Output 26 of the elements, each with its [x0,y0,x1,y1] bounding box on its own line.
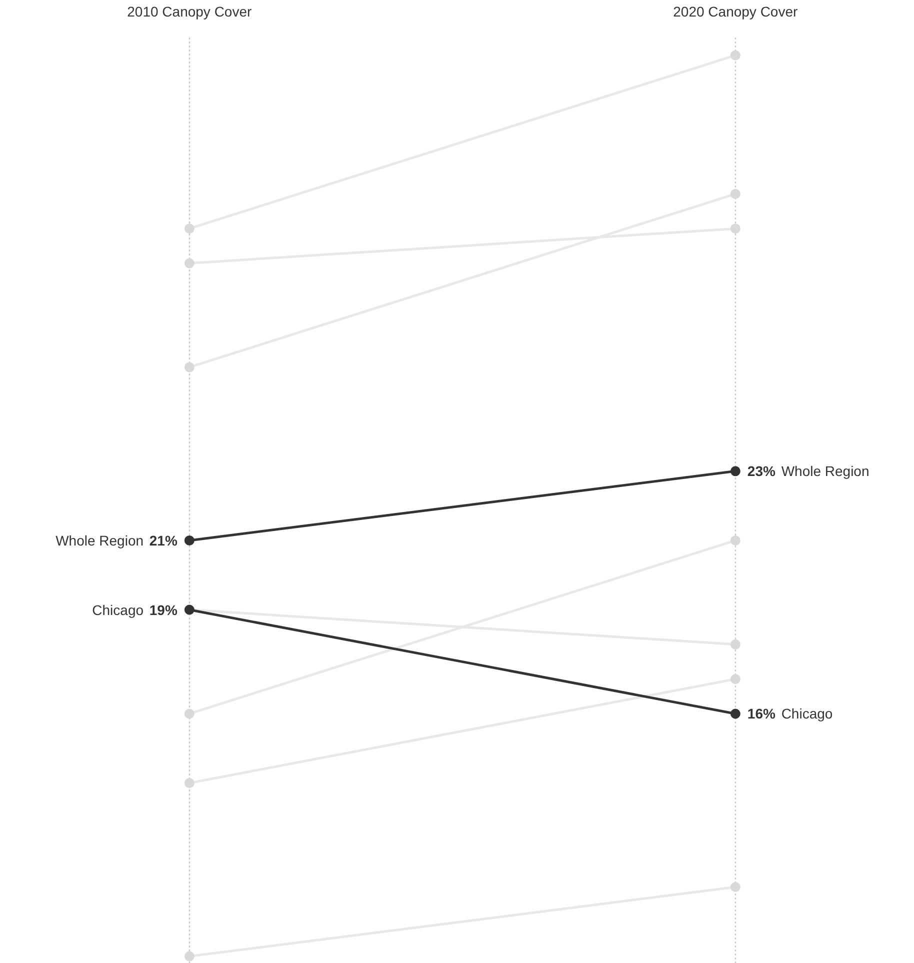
point [184,778,194,788]
data-label: 21% [149,532,178,548]
point [730,466,740,476]
data-label: 19% [149,602,178,618]
point [730,674,740,684]
point [730,882,740,892]
point [730,50,740,60]
text: Chicago [92,602,144,618]
point [184,708,194,719]
data-label: 16% [747,706,776,722]
point [730,708,740,719]
point [730,535,740,546]
point [184,535,194,546]
data-label: 23% [747,463,776,480]
text: Chicago [781,706,833,722]
point [730,224,740,234]
point [184,362,194,372]
point [730,188,740,199]
point [730,639,740,650]
point [184,951,194,962]
text: Whole Region [56,532,144,548]
point [184,258,194,268]
point [184,224,194,234]
text: Whole Region [781,463,870,480]
x-tick-label: 2020 Canopy Cover [673,4,798,20]
x-tick-label: 2010 Canopy Cover [127,4,252,20]
